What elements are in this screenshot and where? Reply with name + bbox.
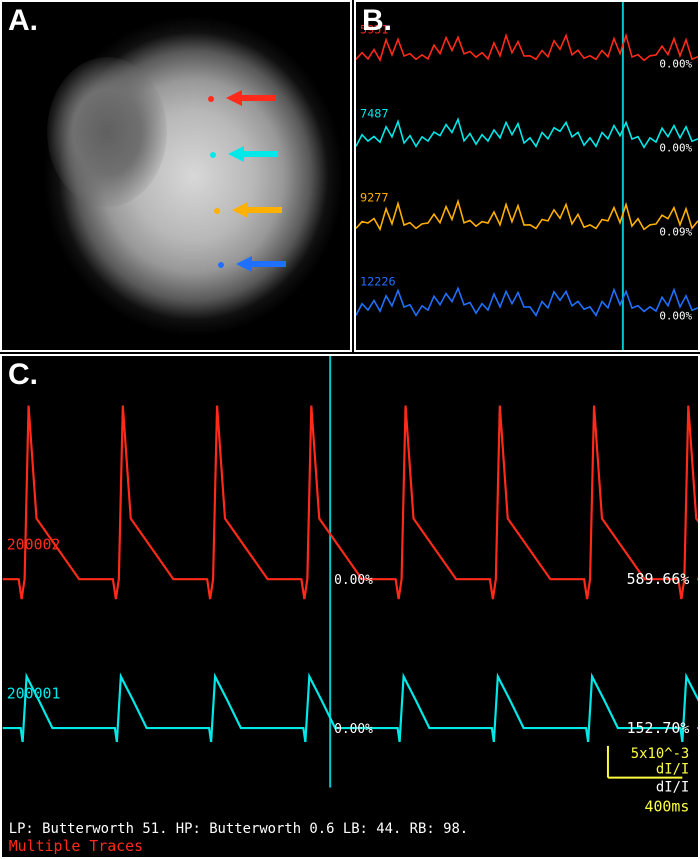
filter-info-text: LP: Butterworth 51. HP: Butterworth 0.6 … xyxy=(9,821,468,837)
panel-c: C. 200002 0.00% 589.66% 200001 0.00% 152.70% 5… xyxy=(0,354,700,859)
trace-pct-label: 0.00% xyxy=(659,141,692,154)
arrow-icon xyxy=(232,200,282,220)
marker-dot xyxy=(210,152,216,158)
trace-cursor-pct: 0.00% xyxy=(334,722,373,737)
trace-id-label: 200001 xyxy=(7,684,61,702)
scale-label: dI/I xyxy=(656,762,689,778)
panel-c-label: C. xyxy=(8,358,38,392)
marker-dot xyxy=(218,262,224,268)
trace-pct-label: 0.00% xyxy=(659,309,692,322)
heart-dark-region xyxy=(47,57,167,207)
trace-id-label: 12226 xyxy=(360,275,396,289)
panel-c-traces: 200002 0.00% 589.66% 200001 0.00% 152.70% 5x10… xyxy=(2,356,698,857)
scale-label: 400ms xyxy=(645,797,690,815)
scale-label: dI/I xyxy=(656,780,689,796)
mode-text: Multiple Traces xyxy=(9,837,143,855)
trace-id-label: 200002 xyxy=(7,535,61,553)
panel-a-label: A. xyxy=(8,4,38,38)
trace-right-pct: 152.70% xyxy=(627,719,690,737)
scale-label: 5x10^-3 xyxy=(631,746,689,762)
arrow-icon xyxy=(228,144,278,164)
panel-b-label: B. xyxy=(362,4,392,38)
arrow-icon xyxy=(226,88,276,108)
panel-a: A. xyxy=(0,0,352,352)
trace-id-label: 7487 xyxy=(360,107,389,121)
panel-b: B. 59510.00%74870.00%92770.09%122260.00% xyxy=(354,0,700,352)
marker-dot xyxy=(214,208,220,214)
trace-pct-label: 0.09% xyxy=(659,225,692,238)
panel-b-traces: 59510.00%74870.00%92770.09%122260.00% xyxy=(356,2,698,350)
arrow-icon xyxy=(236,254,286,274)
trace-cursor-pct: 0.00% xyxy=(334,573,373,588)
trace-pct-label: 0.00% xyxy=(659,57,692,70)
trace-right-pct: 589.66% xyxy=(627,570,690,588)
trace-id-label: 9277 xyxy=(360,191,389,205)
marker-dot xyxy=(208,96,214,102)
heart-fluorescence-image xyxy=(2,2,350,350)
